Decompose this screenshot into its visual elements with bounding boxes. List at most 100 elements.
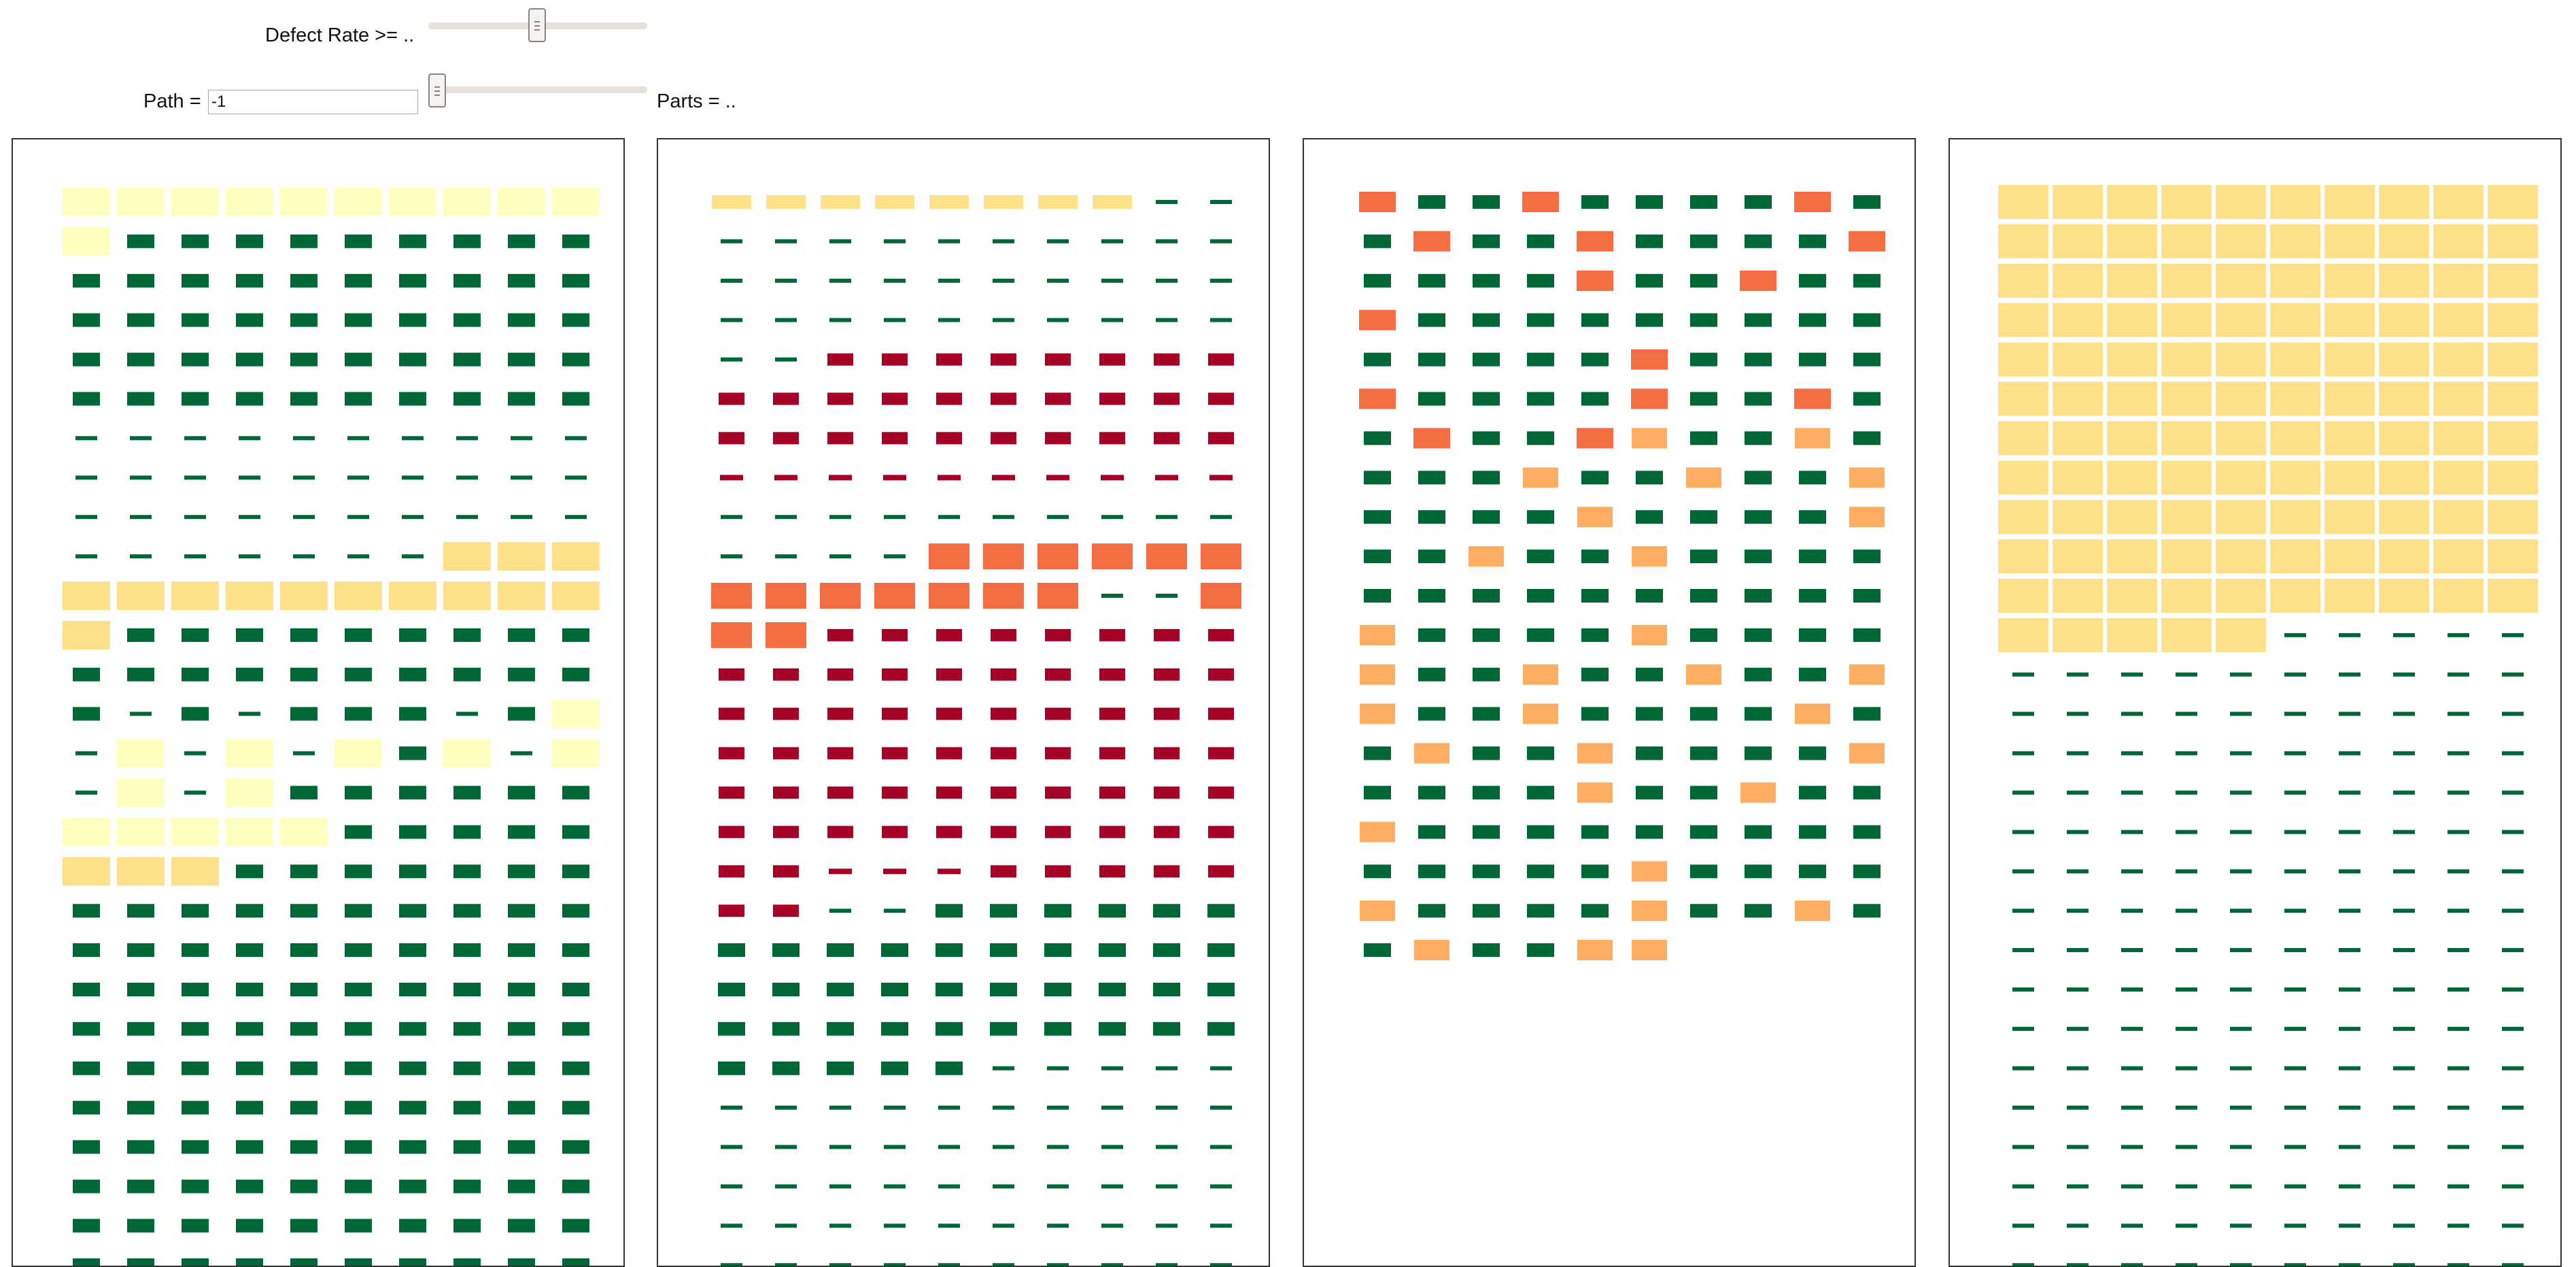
- cell-green-r12-c8: [1799, 667, 1826, 681]
- cell-green-r8-c4: [293, 515, 315, 520]
- cell-green-r16-c8: [1799, 825, 1826, 839]
- cell-orange-r1-c9: [1849, 231, 1885, 252]
- cell-green-r24-c0: [721, 1145, 742, 1149]
- cell-green-r12-c3: [236, 667, 263, 681]
- cell-green-r1-c3: [236, 234, 263, 248]
- cell-pale-yellow-r15-c1: [117, 778, 165, 807]
- cell-green-r21-c3: [236, 1021, 263, 1036]
- cell-yellow-r7-c9: [2488, 460, 2538, 495]
- cell-green-r5-c8: [508, 392, 535, 406]
- cell-yellow-r7-c1: [2053, 460, 2103, 495]
- cell-green-r17-c4: [290, 864, 317, 879]
- cell-green-r26-c1: [775, 1223, 797, 1228]
- cell-yellow-r18-c8: [1795, 900, 1830, 922]
- cell-green-r18-c9: [2502, 909, 2524, 913]
- cell-green-r5-c7: [453, 392, 481, 406]
- cell-green-r1-c1: [127, 234, 154, 248]
- cell-green-r24-c1: [127, 1140, 154, 1154]
- cell-green-r19-c4: [2230, 948, 2252, 952]
- cell-orange-r0-c8: [1794, 192, 1831, 212]
- cell-yellow-r4-c5: [2270, 342, 2320, 377]
- cell-green-r15-c8: [2448, 790, 2469, 795]
- cell-green-r0-c1: [1418, 195, 1445, 209]
- cell-green-r4-c0: [721, 357, 742, 362]
- cell-green-r13-c3: [239, 711, 260, 716]
- cell-yellow-r17-c2: [171, 857, 219, 886]
- defect-panel-4: [1948, 138, 2562, 1267]
- cell-green-r3-c1: [775, 318, 797, 322]
- cell-green-r3-c3: [236, 313, 263, 327]
- cell-green-r15-c4: [290, 785, 317, 800]
- cell-green-r19-c3: [2176, 948, 2197, 952]
- cell-green-r13-c9: [2502, 711, 2524, 716]
- defect-rate-slider-handle[interactable]: [528, 8, 546, 42]
- cell-red-r14-c7: [1099, 747, 1125, 760]
- cell-orange-r9-c7: [1092, 543, 1133, 570]
- cell-green-r21-c3: [881, 1021, 908, 1036]
- cell-green-r21-c5: [345, 1021, 372, 1036]
- cell-pale-yellow-r0-c1: [117, 188, 165, 216]
- cell-green-r2-c8: [1156, 278, 1178, 283]
- cell-green-r13-c4: [290, 707, 317, 721]
- cell-green-r23-c4: [290, 1100, 317, 1115]
- cell-green-r3-c4: [938, 318, 960, 322]
- path-slider-track[interactable]: [428, 86, 647, 93]
- cell-green-r12-c4: [290, 667, 317, 681]
- cell-yellow-r2-c4: [2216, 263, 2266, 298]
- cell-green-r5-c2: [182, 392, 209, 406]
- cell-orange-r10-c9: [1201, 583, 1241, 609]
- cell-yellow-r2-c5: [2270, 263, 2320, 298]
- cell-red-r11-c4: [936, 628, 962, 641]
- cell-green-r18-c1: [127, 904, 154, 918]
- cell-red-r17-c1: [773, 865, 799, 878]
- cell-green-r18-c7: [2393, 909, 2415, 913]
- cell-pale-yellow-r16-c2: [171, 817, 219, 847]
- cell-green-r13-c6: [1690, 707, 1717, 721]
- cell-yellow-r2-c0: [1998, 263, 2048, 298]
- cell-green-r18-c3: [2176, 909, 2197, 913]
- cell-green-r21-c4: [2230, 1026, 2252, 1031]
- cell-green-r25-c8: [1156, 1184, 1178, 1189]
- path-slider-handle[interactable]: [428, 73, 446, 107]
- cell-yellow-r4-c2: [2107, 342, 2157, 377]
- cell-green-r1-c9: [1210, 239, 1232, 243]
- cell-green-r18-c2: [1473, 904, 1500, 918]
- cell-red-r4-c4: [936, 353, 962, 366]
- cell-yellow-r0-c2: [2107, 185, 2157, 219]
- cell-green-r20-c7: [453, 983, 481, 996]
- cell-orange-r10-c2: [820, 583, 861, 609]
- cell-green-r0-c2: [1473, 195, 1500, 209]
- cell-red-r15-c0: [719, 786, 744, 799]
- cell-green-r17-c9: [1853, 864, 1881, 879]
- cell-red-r17-c6: [1045, 865, 1071, 878]
- cell-green-r25-c4: [938, 1184, 960, 1189]
- cell-red-r5-c9: [1208, 392, 1234, 405]
- path-input[interactable]: [208, 90, 418, 114]
- cell-green-r23-c2: [829, 1105, 851, 1110]
- cell-red-r15-c8: [1154, 786, 1180, 799]
- cell-green-r8-c2: [829, 515, 851, 520]
- cell-green-r1-c7: [453, 234, 481, 248]
- cell-green-r27-c9: [1210, 1263, 1232, 1266]
- cell-green-r25-c2: [829, 1184, 851, 1189]
- cell-green-r2-c4: [938, 278, 960, 283]
- cell-red-r17-c8: [1154, 865, 1180, 878]
- cell-green-r22-c0: [718, 1061, 745, 1075]
- cell-red-r14-c3: [882, 747, 908, 760]
- cell-yellow-r4-c8: [2433, 342, 2484, 377]
- cell-green-r9-c1: [775, 554, 797, 559]
- cell-green-r26-c2: [829, 1223, 851, 1228]
- cell-yellow-r8-c2: [2107, 500, 2157, 535]
- cell-green-r2-c5: [345, 273, 372, 288]
- cell-green-r16-c4: [1581, 825, 1609, 839]
- cell-green-r2-c6: [399, 273, 426, 288]
- cell-green-r1-c8: [1799, 234, 1826, 248]
- cell-green-r22-c6: [399, 1061, 426, 1075]
- cell-orange-r0-c3: [1522, 192, 1559, 212]
- cell-green-r9-c2: [184, 554, 206, 559]
- cell-green-r24-c9: [2502, 1145, 2524, 1149]
- cell-green-r26-c9: [562, 1219, 589, 1233]
- cell-red-r17-c2: [829, 868, 852, 875]
- cell-green-r20-c7: [2393, 987, 2415, 992]
- cell-green-r8-c6: [402, 515, 424, 520]
